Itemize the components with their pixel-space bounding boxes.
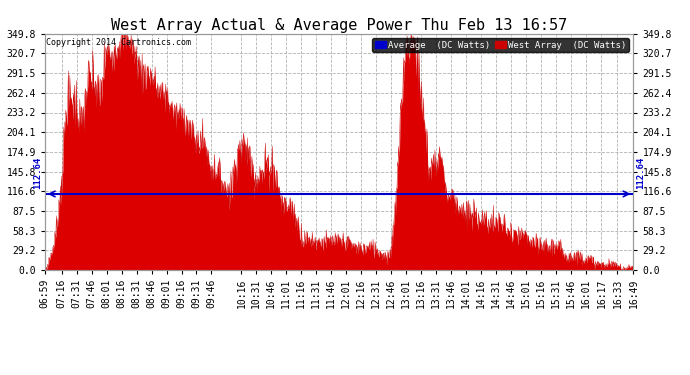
Text: 112.64: 112.64 (33, 156, 42, 189)
Legend: Average  (DC Watts), West Array  (DC Watts): Average (DC Watts), West Array (DC Watts… (373, 38, 629, 52)
Text: Copyright 2014 Cartronics.com: Copyright 2014 Cartronics.com (46, 39, 191, 48)
Text: 112.64: 112.64 (636, 156, 645, 189)
Title: West Array Actual & Average Power Thu Feb 13 16:57: West Array Actual & Average Power Thu Fe… (111, 18, 567, 33)
